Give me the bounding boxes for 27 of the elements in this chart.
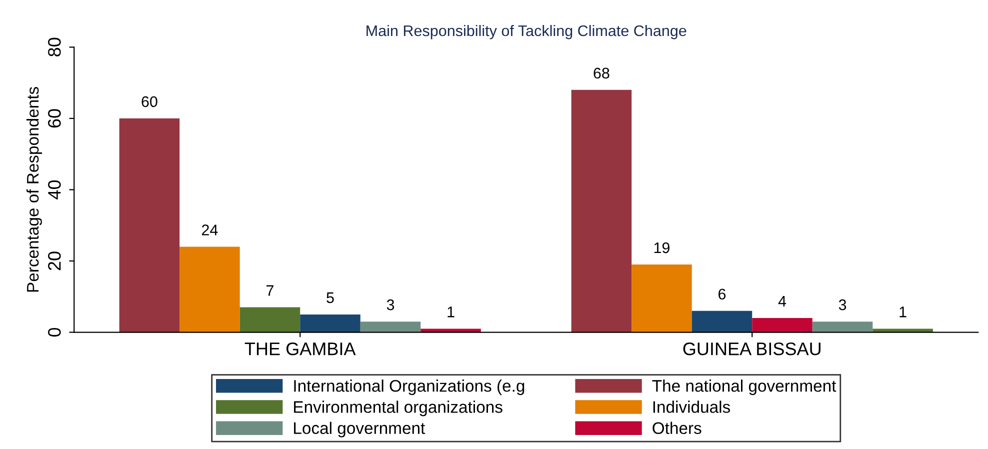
y-tick-label: 80 bbox=[48, 38, 61, 56]
data-label: 19 bbox=[654, 242, 670, 254]
y-tick-label: 40 bbox=[48, 180, 61, 200]
y-tick-label: 0 bbox=[48, 328, 61, 337]
legend-label: Individuals bbox=[653, 400, 730, 413]
data-label: 3 bbox=[838, 299, 846, 310]
data-label: 4 bbox=[778, 296, 786, 306]
y-tick-label: 60 bbox=[48, 109, 61, 128]
chart-title: Main Responsibility of Tackling Climate Change bbox=[366, 24, 686, 40]
legend-label: The national government bbox=[652, 380, 836, 396]
data-label: 7 bbox=[266, 285, 274, 296]
data-label: 1 bbox=[900, 306, 906, 318]
y-tick-label: 20 bbox=[48, 252, 61, 270]
y-axis-title: Percentage of Respondents bbox=[26, 86, 42, 292]
data-label: 6 bbox=[718, 288, 726, 300]
x-tick-label: GUINEA BISSAU bbox=[683, 342, 820, 356]
x-tick-label: THE GAMBIA bbox=[244, 342, 356, 356]
data-label: 5 bbox=[326, 292, 334, 304]
legend-label: Others bbox=[652, 422, 702, 434]
legend-label: Local government bbox=[294, 422, 426, 438]
data-label: 60 bbox=[142, 96, 158, 108]
data-label: 24 bbox=[202, 224, 218, 236]
data-label: 68 bbox=[594, 68, 610, 79]
data-label: 3 bbox=[386, 299, 394, 310]
legend-label: International Organizations (e.g bbox=[294, 380, 524, 396]
data-label: 1 bbox=[448, 306, 454, 318]
legend-label: Environmental organizations bbox=[294, 400, 502, 416]
